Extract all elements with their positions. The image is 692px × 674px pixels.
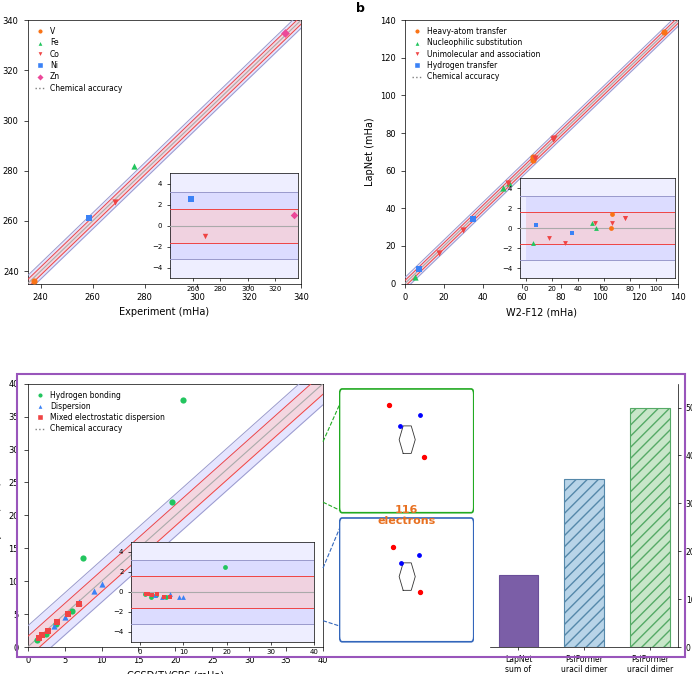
Legend: V, Fe, Co, Ni, Zn, Chemical accuracy: V, Fe, Co, Ni, Zn, Chemical accuracy [32, 24, 125, 96]
Point [129, 160, 140, 171]
Point [433, 247, 444, 258]
Point [547, 133, 558, 144]
Point [458, 224, 469, 235]
Point [177, 395, 188, 406]
Point [396, 557, 407, 568]
Point [415, 410, 426, 421]
Point [419, 452, 430, 463]
X-axis label: Experiment (mHa): Experiment (mHa) [119, 307, 210, 317]
Point [659, 27, 670, 38]
Point [63, 609, 74, 619]
Point [109, 197, 120, 208]
Point [388, 542, 399, 553]
Point [414, 264, 425, 274]
Point [48, 621, 59, 632]
Point [504, 177, 515, 188]
Legend: Heavy-atom transfer, Nucleophilic substitution, Unimolecular and association, Hy: Heavy-atom transfer, Nucleophilic substi… [409, 24, 543, 84]
Bar [565, 479, 604, 647]
Point [498, 182, 509, 193]
Point [33, 633, 44, 644]
Point [31, 635, 42, 646]
Point [37, 630, 48, 640]
Point [52, 617, 63, 627]
Point [74, 599, 85, 610]
Point [468, 213, 479, 224]
Bar [499, 575, 538, 647]
Point [28, 276, 39, 286]
Point [51, 619, 62, 630]
Y-axis label: LapNet (mHa): LapNet (mHa) [365, 117, 374, 186]
Point [549, 132, 560, 143]
Point [43, 625, 54, 636]
Bar [630, 408, 670, 647]
Point [166, 497, 177, 508]
Point [409, 272, 420, 282]
X-axis label: CCSD(T)/CBS (mHa): CCSD(T)/CBS (mHa) [127, 671, 224, 674]
Point [415, 586, 426, 597]
FancyBboxPatch shape [340, 389, 474, 513]
Point [528, 152, 539, 162]
FancyBboxPatch shape [340, 518, 474, 642]
Point [74, 597, 85, 608]
Point [503, 177, 514, 188]
Y-axis label: LapNet (mHa): LapNet (mHa) [0, 481, 3, 550]
Point [394, 421, 406, 431]
Legend: Hydrogen bonding, Dispersion, Mixed electrostatic dispersion, Chemical accuracy: Hydrogen bonding, Dispersion, Mixed elec… [32, 388, 167, 437]
Text: b: b [356, 2, 365, 15]
Point [78, 553, 89, 563]
Point [413, 549, 424, 560]
Point [383, 400, 394, 410]
Point [529, 152, 540, 163]
Point [280, 28, 291, 38]
Point [83, 213, 94, 224]
Text: 116
electrons: 116 electrons [378, 505, 436, 526]
Point [66, 605, 78, 616]
Point [89, 586, 100, 596]
Point [96, 579, 107, 590]
Point [59, 612, 70, 623]
Point [41, 628, 52, 639]
X-axis label: W2-F12 (mHa): W2-F12 (mHa) [506, 307, 577, 317]
Point [527, 155, 538, 166]
